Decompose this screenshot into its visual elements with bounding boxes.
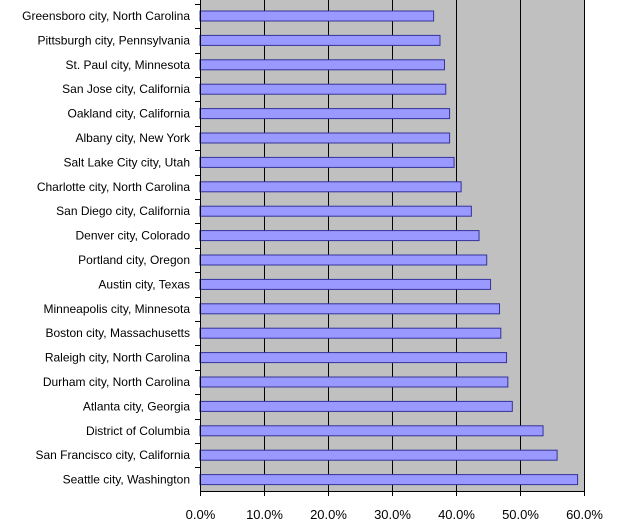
category-label: Boston city, Massachusetts: [45, 326, 190, 340]
category-label: San Diego city, California: [56, 204, 190, 218]
bar: [199, 59, 445, 71]
bar: [199, 327, 502, 339]
category-label: Seattle city, Washington: [63, 473, 190, 487]
bar: [199, 230, 480, 242]
x-tick-label: 60.0%: [566, 507, 603, 522]
category-label: Greensboro city, North Carolina: [22, 9, 190, 23]
category-labels: Greensboro city, North Carolina Pittsburg…: [22, 9, 191, 487]
category-label: Portland city, Oregon: [78, 253, 190, 267]
bar: [199, 254, 488, 266]
category-label: Salt Lake City city, Utah: [64, 155, 191, 169]
bar: [199, 278, 492, 290]
x-tick-label: 40.0%: [438, 507, 475, 522]
category-label: St. Paul city, Minnesota: [66, 58, 191, 72]
category-label: Oakland city, California: [68, 107, 191, 121]
x-tick-label: 20.0%: [310, 507, 347, 522]
bar: [199, 425, 544, 437]
bar: [199, 205, 472, 217]
gridlines: [264, 0, 585, 491]
x-tick-label: 0.0%: [186, 507, 216, 522]
bar: [199, 303, 501, 315]
category-label: Albany city, New York: [76, 131, 191, 145]
category-label: Charlotte city, North Carolina: [37, 180, 190, 194]
category-label: Pittsburgh city, Pennsylvania: [37, 33, 190, 47]
category-label: San Francisco city, California: [36, 448, 191, 462]
category-label: Minneapolis city, Minnesota: [43, 302, 190, 316]
category-label: San Jose city, California: [62, 82, 190, 96]
category-label: Austin city, Texas: [98, 277, 190, 291]
category-label: Raleigh city, North Carolina: [45, 351, 190, 365]
bar: [199, 449, 558, 461]
x-tick-label: 50.0%: [502, 507, 539, 522]
x-tick-label: 30.0%: [374, 507, 411, 522]
category-label: Atlanta city, Georgia: [83, 399, 190, 413]
bar: [199, 10, 435, 22]
bar: [199, 156, 455, 168]
bar: [199, 376, 509, 388]
bar: [199, 83, 447, 95]
category-label: Durham city, North Carolina: [43, 375, 190, 389]
bar: [199, 108, 451, 120]
bar: [199, 352, 508, 364]
bar: [199, 400, 513, 412]
tick-labels: 0.0% 10.0% 20.0% 30.0% 40.0% 50.0% 60.0%: [186, 507, 604, 522]
bar: [199, 34, 441, 46]
x-tick-label: 10.0%: [246, 507, 283, 522]
bar: [199, 474, 579, 486]
category-label: Denver city, Colorado: [76, 229, 191, 243]
category-label: District of Columbia: [86, 424, 190, 438]
axes: [195, 0, 585, 496]
bar: [199, 132, 451, 144]
bar: [199, 181, 462, 193]
